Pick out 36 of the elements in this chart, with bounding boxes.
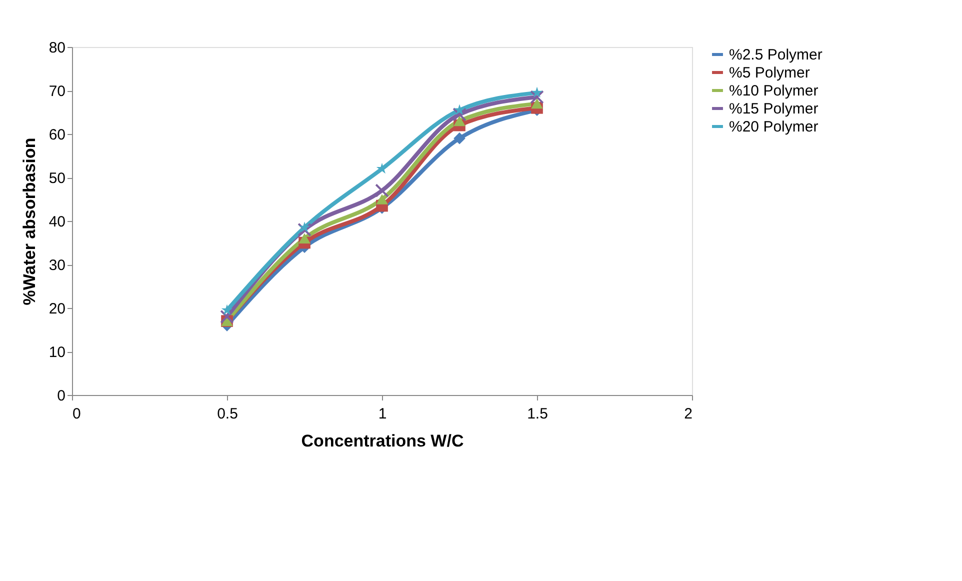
- x-tick-label: 1: [378, 406, 387, 422]
- legend-label: %5 Polymer: [729, 64, 810, 82]
- y-tick-label: 20: [48, 300, 66, 318]
- legend-label: %10 Polymer: [729, 82, 818, 100]
- point: [220, 310, 234, 324]
- point: [376, 162, 388, 174]
- point: [454, 104, 466, 115]
- y-tick-label: 60: [48, 126, 66, 144]
- point: [530, 90, 544, 104]
- point: [531, 86, 543, 98]
- point: [454, 116, 466, 126]
- y-tick-label: 30: [48, 257, 66, 274]
- legend-label: %2.5 Polymer: [729, 46, 822, 64]
- x-tick-label: 1.5: [527, 406, 548, 422]
- y-tick-label: 40: [48, 214, 66, 230]
- point: [375, 184, 389, 198]
- point: [452, 108, 466, 122]
- y-axis-title: %Water absorbasion: [20, 138, 39, 306]
- legend-label: %20 Polymer: [729, 118, 818, 136]
- x-tick-label: 2: [684, 406, 692, 422]
- point: [221, 304, 233, 315]
- point: [531, 98, 543, 109]
- y-tick-label: 10: [48, 344, 66, 361]
- point: [454, 132, 466, 144]
- x-tick-label: 0.5: [217, 406, 238, 422]
- x-axis-title: Concentrations W/C: [301, 432, 464, 450]
- y-tick-label: 50: [48, 170, 66, 187]
- point: [298, 222, 312, 237]
- point: [298, 222, 310, 232]
- x-tick-label: 0: [72, 406, 81, 422]
- point: [298, 233, 310, 244]
- y-tick-label: 0: [57, 388, 66, 404]
- legend-label: %15 Polymer: [729, 100, 818, 118]
- point: [376, 194, 388, 204]
- y-tick-label: 70: [48, 83, 66, 100]
- y-tick-label: 80: [48, 40, 66, 56]
